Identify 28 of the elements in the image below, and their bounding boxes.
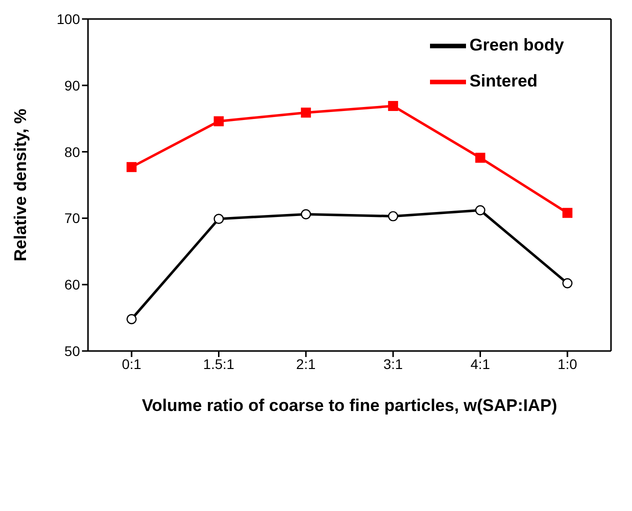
point — [214, 214, 224, 224]
point — [300, 108, 311, 118]
y-tick-label: 100 — [56, 10, 80, 27]
legend-label: Green body — [470, 35, 564, 54]
y-tick-label: 50 — [64, 342, 80, 359]
point — [475, 152, 486, 163]
point — [388, 100, 398, 111]
x-tick-label: 2:1 — [296, 356, 316, 372]
x-tick-label: 1:0 — [558, 356, 578, 372]
y-tick-label: 60 — [64, 276, 80, 293]
legend-label: Sintered — [470, 71, 538, 90]
point — [214, 116, 224, 126]
point — [562, 208, 572, 218]
x-tick-label: 3:1 — [383, 356, 404, 372]
x-tick-label: 4:1 — [470, 356, 490, 372]
point — [388, 211, 398, 222]
point — [300, 209, 312, 220]
y-axis-title: Relative density, % — [11, 108, 30, 262]
point — [475, 205, 486, 216]
x-tick-label: 0:1 — [122, 356, 142, 372]
point — [562, 278, 573, 288]
point — [126, 162, 137, 172]
x-axis-title: Volume ratio of coarse to fine particles, w(SAP:IAP) — [142, 396, 558, 415]
y-tick-label: 80 — [64, 144, 80, 160]
point — [126, 314, 137, 324]
y-tick-label: 70 — [64, 210, 80, 226]
x-tick-label: 1.5:1 — [203, 356, 235, 372]
y-tick-label: 90 — [64, 77, 80, 94]
